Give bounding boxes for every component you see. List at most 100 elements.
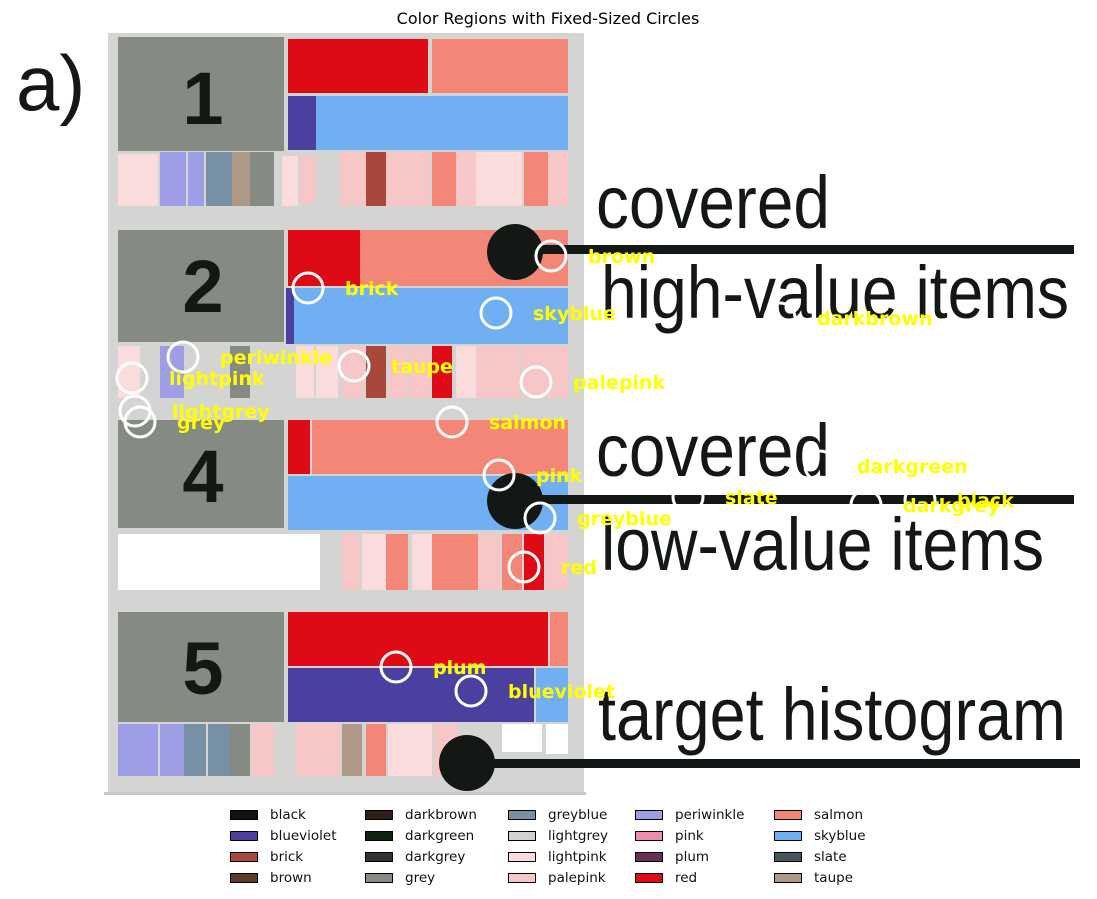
legend-swatch — [635, 830, 663, 841]
shelf-block — [342, 534, 360, 590]
marker-label-brick: brick — [345, 278, 399, 300]
marker-circle-periwinkle — [166, 340, 200, 374]
legend-label: brick — [270, 848, 304, 865]
marker-label-greyblue: greyblue — [577, 508, 672, 530]
shelf-block — [366, 346, 386, 398]
shelf-block — [388, 346, 408, 398]
shelf-block — [232, 152, 250, 206]
shelf-block — [230, 724, 250, 776]
legend-entry-lightpink: lightpink — [508, 846, 607, 867]
legend-label: salmon — [814, 806, 864, 823]
marker-circle-blueviolet — [454, 674, 488, 708]
shelf-block — [118, 724, 140, 776]
shelf-block — [300, 156, 316, 204]
shelf-block — [366, 152, 386, 206]
marker-circle-pink — [482, 458, 516, 492]
legend-label: brown — [270, 869, 312, 886]
legend-label: taupe — [814, 869, 853, 886]
marker-circle-palepink — [519, 365, 553, 399]
legend-swatch — [365, 809, 393, 820]
shelf-block — [410, 346, 430, 398]
legend-swatch — [508, 830, 536, 841]
legend-swatch — [635, 851, 663, 862]
marker-circle-taupe — [337, 349, 371, 383]
shelf-block — [288, 668, 534, 722]
shelf-block — [412, 534, 432, 590]
legend-swatch — [635, 809, 663, 820]
marker-label-lightpink: lightpink — [169, 368, 265, 390]
legend-entry-darkgreen: darkgreen — [365, 825, 474, 846]
figure-title: Color Regions with Fixed-Sized Circles — [397, 9, 700, 28]
background-image: a) 1 2 4 5 covered — [16, 33, 1080, 795]
marker-circle-salmon — [435, 405, 469, 439]
shelf-block — [478, 534, 500, 590]
legend-label: slate — [814, 848, 847, 865]
marker-circle-red — [507, 550, 541, 584]
marker-label-salmon: salmon — [489, 412, 566, 434]
legend-label: red — [675, 869, 698, 886]
shelf-block — [160, 152, 186, 206]
legend-label: darkbrown — [405, 806, 477, 823]
legend-entry-taupe: taupe — [774, 867, 853, 888]
legend-swatch — [365, 830, 393, 841]
shelf-block — [296, 346, 314, 398]
legend-swatch — [230, 872, 258, 883]
legend-label: palepink — [548, 869, 606, 886]
marker-label-darkgrey: darkgrey — [903, 495, 1000, 517]
legend-label: darkgreen — [405, 827, 475, 844]
legend-swatch — [635, 872, 663, 883]
shelf-block — [502, 724, 542, 752]
shelf-block — [386, 534, 408, 590]
shelf-block — [536, 668, 568, 722]
marker-label-periwinkle: periwinkle — [220, 347, 332, 369]
marker-circle-darkgreen — [803, 449, 837, 483]
legend-entry-blueviolet: blueviolet — [230, 825, 337, 846]
legend-entry-palepink: palepink — [508, 867, 606, 888]
shelf-block — [524, 152, 548, 206]
shelf-block — [456, 346, 476, 398]
legend-label: lightgrey — [548, 827, 609, 844]
pointer-high-value — [487, 224, 1074, 280]
legend-entry-black: black — [230, 804, 306, 825]
legend-swatch — [365, 872, 393, 883]
shelf-block — [208, 724, 230, 776]
shelf-block — [362, 534, 386, 590]
shelf-block — [206, 152, 232, 206]
marker-label-red: red — [561, 557, 597, 579]
shelf-block — [476, 346, 520, 398]
shelf-number-2: 2 — [182, 245, 223, 328]
shelf-block — [316, 96, 568, 150]
shelf-block — [432, 152, 456, 206]
legend-swatch — [774, 830, 802, 841]
shelf-block — [288, 96, 316, 150]
shelf-number-5: 5 — [182, 627, 223, 710]
marker-label-lightgrey: lightgrey — [172, 401, 270, 423]
region-markers: brown brick skyblue darkbrown periwinkle taup… — [115, 239, 1014, 708]
legend-swatch — [230, 851, 258, 862]
shelf-block — [118, 346, 140, 398]
legend-swatch — [774, 851, 802, 862]
legend-entry-brown: brown — [230, 867, 312, 888]
pointer-target-histogram — [439, 735, 1080, 791]
marker-circle-skyblue — [479, 296, 513, 330]
legend-entry-pink: pink — [635, 825, 704, 846]
legend-entry-brick: brick — [230, 846, 303, 867]
legend: black blueviolet brick brown darkbrown darkgr… — [230, 804, 930, 888]
marker-circle-brown — [534, 239, 568, 273]
shelf-block — [366, 724, 386, 776]
shelf-block — [502, 534, 522, 590]
marker-label-brown: brown — [588, 246, 655, 268]
shelf-block — [340, 152, 366, 206]
annotation-high-value: high-value items — [601, 251, 1069, 334]
legend-swatch — [230, 830, 258, 841]
shelf-block — [432, 534, 478, 590]
marker-label-black: black — [957, 490, 1014, 512]
shelf-block — [118, 154, 158, 206]
legend-label: greyblue — [548, 806, 608, 823]
shelf-block — [118, 612, 284, 722]
marker-label-slate: slate — [725, 487, 778, 509]
shelf-block — [140, 724, 158, 776]
legend-swatch — [230, 809, 258, 820]
shelf-base — [104, 792, 586, 795]
shelf-block — [386, 152, 430, 206]
